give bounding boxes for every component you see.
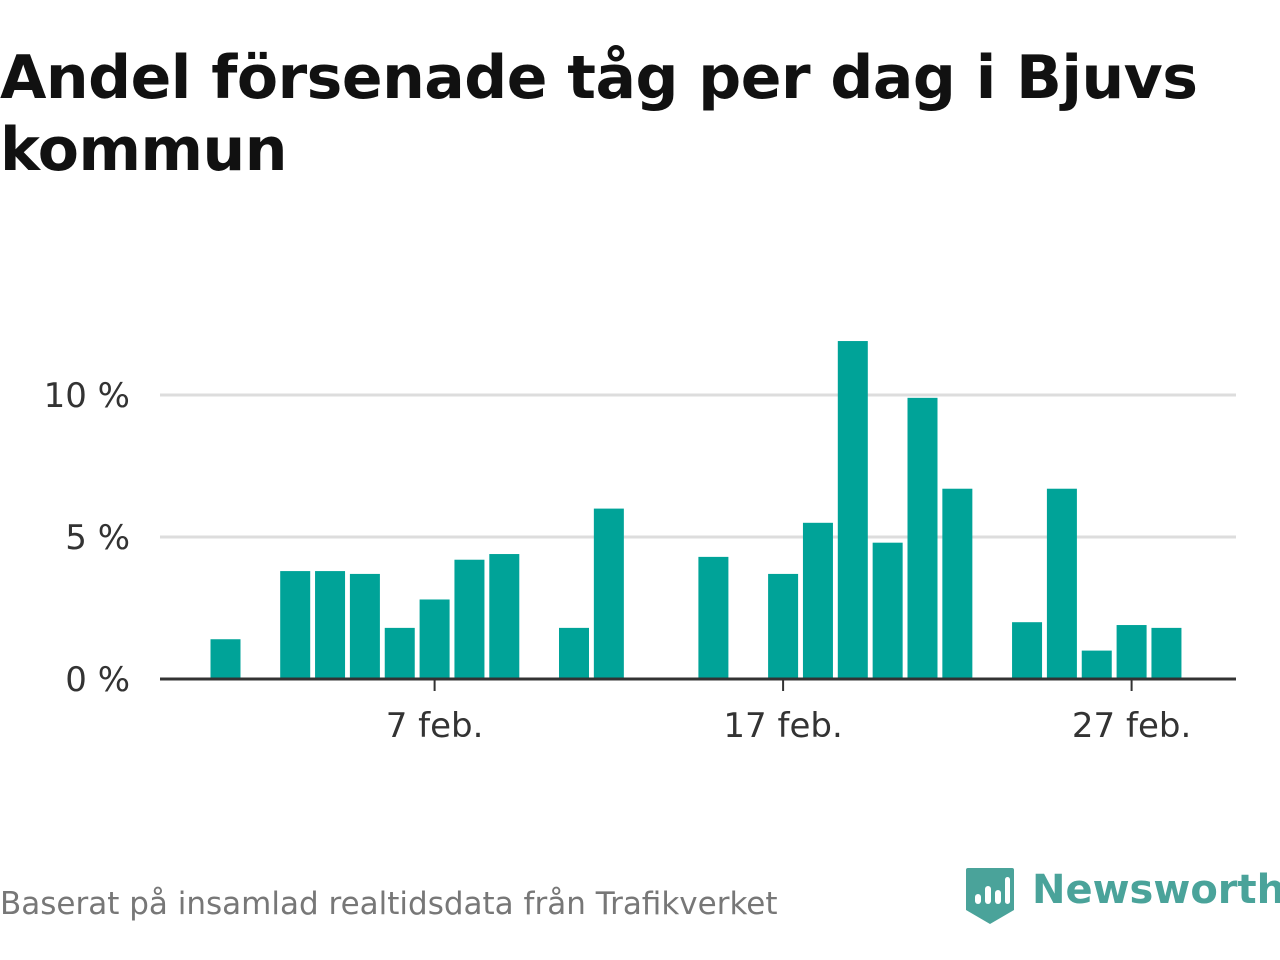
bar [315,571,346,679]
y-tick-label: 10 % [44,376,130,416]
bar [210,639,241,679]
bar [837,341,868,679]
x-tick-labels: 7 feb. 17 feb. 27 feb. [386,706,1192,746]
bar [384,627,415,679]
source-note: Baserat på insamlad realtidsdata från Tr… [0,886,778,922]
bar [593,508,624,679]
bar [1151,627,1182,679]
bar [1046,488,1077,679]
x-tick-label: 17 feb. [723,706,842,746]
bar [559,627,589,679]
bar [907,397,938,679]
bar [802,522,833,679]
y-tick-labels: 0 % 5 % 10 % [44,376,130,700]
y-tick-label: 0 % [65,660,130,700]
bar [349,573,380,679]
bar [489,554,520,679]
newsworthy-logo-icon [966,868,1014,924]
bar [698,556,729,679]
bar [1012,622,1043,679]
bars [210,341,1182,679]
bar [872,542,903,679]
x-tick-label: 27 feb. [1072,706,1191,746]
chart-title: Andel försenade tåg per dag i Bjuvs komm… [0,43,1198,185]
bar [419,599,450,679]
bar [768,573,799,679]
bar [942,488,973,679]
brand-name: Newsworthy [1032,867,1280,913]
x-axis [160,677,1236,691]
bar [1081,650,1112,679]
bar [280,571,311,679]
y-tick-label: 5 % [65,518,130,558]
bar [454,559,485,679]
x-tick-label: 7 feb. [386,706,484,746]
bar [1116,625,1147,679]
